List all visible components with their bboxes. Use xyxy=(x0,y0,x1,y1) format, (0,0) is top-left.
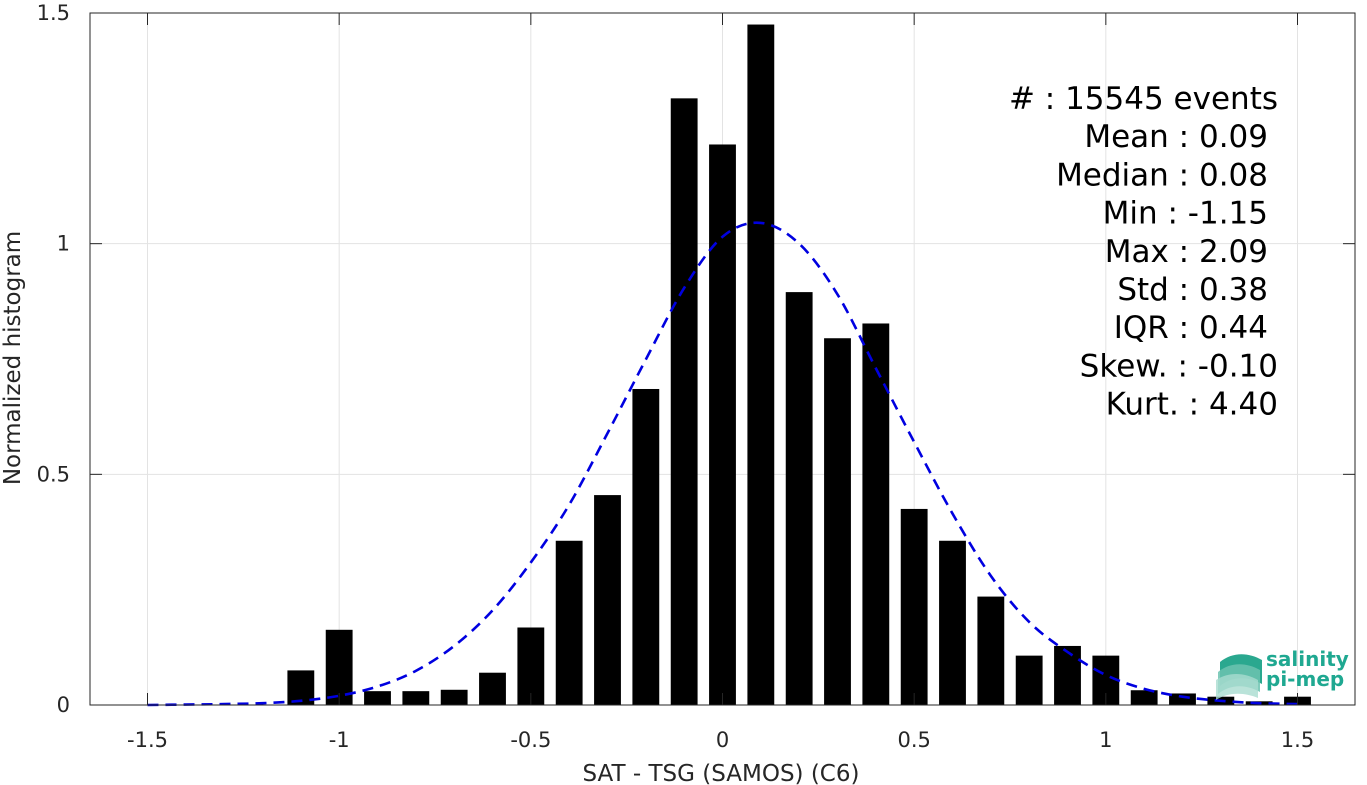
histogram-bar xyxy=(785,292,813,705)
histogram-bar xyxy=(900,508,928,705)
histogram-bar xyxy=(977,596,1005,705)
x-tick-label: 1.5 xyxy=(1281,728,1314,752)
x-tick-label: 0.5 xyxy=(897,728,930,752)
histogram-bar xyxy=(594,495,621,705)
salinity-pi-mep-logo: salinity pi-mep xyxy=(1216,647,1349,700)
y-tick-label: 1.5 xyxy=(37,1,70,25)
histogram-bar xyxy=(402,691,430,705)
histogram-bar xyxy=(517,627,545,705)
histogram-bar xyxy=(1015,655,1043,705)
x-axis-label: SAT - TSG (SAMOS) (C6) xyxy=(583,761,860,785)
histogram-bar xyxy=(862,323,890,705)
histogram-bar xyxy=(670,98,698,705)
stat-line: Mean : 0.09 xyxy=(1084,119,1268,155)
tick-labels: -1.5 -1 -0.5 0 0.5 1 1.5 0 0.5 1 1.5 xyxy=(37,1,1315,752)
stat-line: Kurt. : 4.40 xyxy=(1106,387,1278,423)
histogram-bar xyxy=(1130,690,1158,705)
stat-line: Skew. : -0.10 xyxy=(1080,348,1278,384)
histogram-bar xyxy=(939,540,966,705)
histogram-bar xyxy=(1169,693,1196,705)
y-tick-label: 1 xyxy=(57,232,70,256)
histogram-bar xyxy=(747,24,775,706)
gaussian-fit-curve xyxy=(147,221,1298,707)
x-tick-label: -1 xyxy=(329,728,350,752)
stat-line: Median : 0.08 xyxy=(1056,157,1268,193)
histogram-bar xyxy=(440,689,468,705)
x-tick-label: 1 xyxy=(1099,728,1112,752)
y-tick-label: 0.5 xyxy=(37,462,70,486)
logo-line2: pi-mep xyxy=(1266,667,1344,691)
stat-line: Max : 2.09 xyxy=(1105,234,1268,270)
histogram-bar xyxy=(709,144,736,706)
histogram-bar xyxy=(479,672,506,705)
logo-line1: salinity xyxy=(1266,647,1349,671)
stat-line: # : 15545 events xyxy=(1009,81,1278,117)
waves-icon xyxy=(1216,654,1262,700)
histogram-bar xyxy=(632,388,660,705)
x-tick-label: 0 xyxy=(716,728,729,752)
histogram-bar xyxy=(364,691,391,705)
stat-line: Std : 0.38 xyxy=(1117,272,1268,308)
stat-line: IQR : 0.44 xyxy=(1114,310,1268,346)
y-axis-label: Normalized histogram xyxy=(0,231,26,485)
histogram-bar xyxy=(1054,645,1081,705)
histogram-bar xyxy=(325,629,353,705)
histogram-bar xyxy=(555,540,583,705)
x-tick-label: -1.5 xyxy=(127,728,168,752)
stat-line: Min : -1.15 xyxy=(1103,196,1268,232)
histogram-bars xyxy=(287,24,1311,706)
y-tick-label: 0 xyxy=(57,693,70,717)
histogram-bar xyxy=(824,338,851,705)
x-tick-label: -0.5 xyxy=(510,728,551,752)
axis-ticks xyxy=(90,12,1355,706)
